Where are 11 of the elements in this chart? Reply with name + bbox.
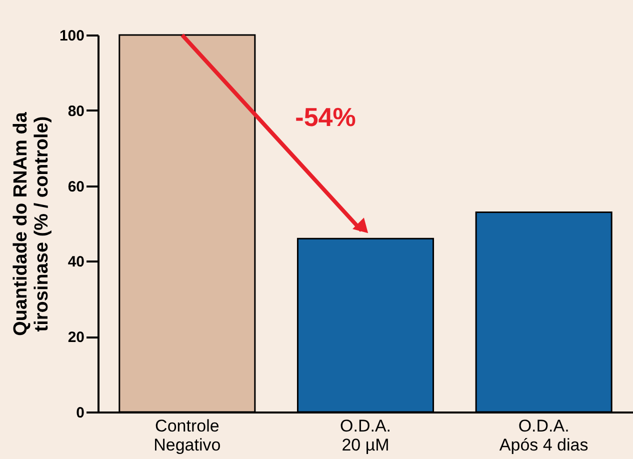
y-tick-label: 20 [68, 329, 84, 346]
x-tick-label: O.D.A. 20 µM [340, 416, 392, 454]
annotation: -54% [295, 102, 356, 132]
x-tick-label: Controle Negativo [154, 416, 221, 454]
y-tick-label: 40 [68, 254, 84, 271]
y-tick-label: 0 [76, 404, 84, 422]
x-tick-label: O.D.A. Após 4 dias [499, 416, 588, 454]
y-tick-label: 80 [68, 102, 84, 120]
y-axis-title: Quantidade do RNAm da tirosinase (% / controle) [10, 112, 52, 336]
y-tick-label: 60 [68, 178, 84, 196]
y-tick-label: 100 [59, 28, 84, 44]
